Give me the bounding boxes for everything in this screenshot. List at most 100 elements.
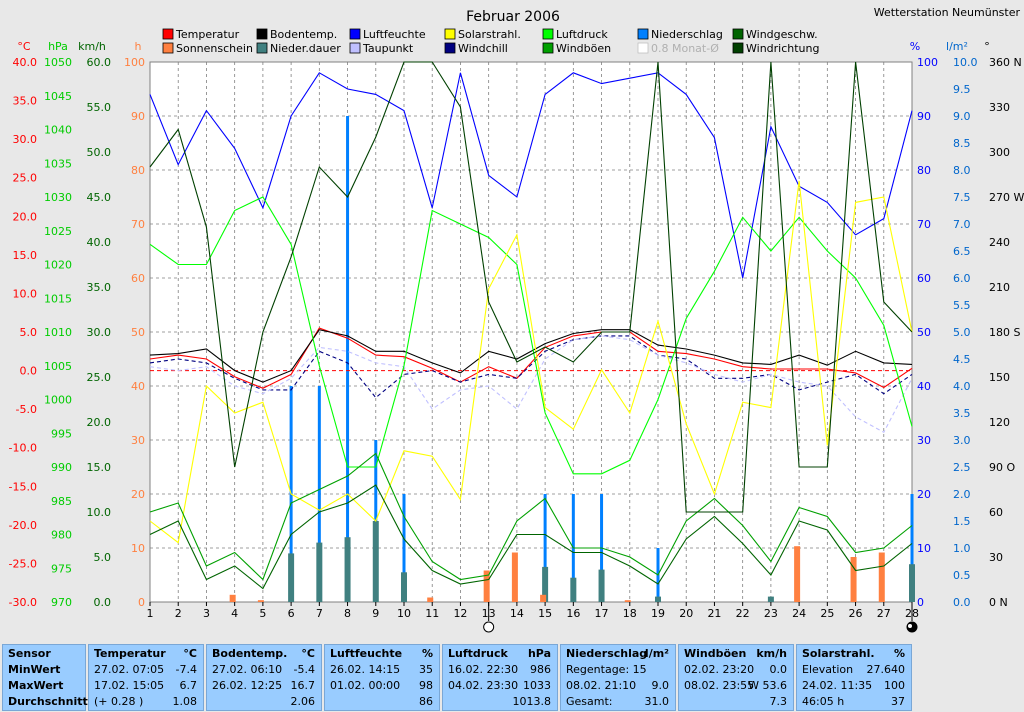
tick-sun: 30	[131, 434, 145, 447]
moon-markers	[483, 602, 918, 633]
series-windgeschw	[149, 484, 913, 590]
tick-rain: 6.5	[953, 245, 971, 258]
tick-direction: 330	[989, 101, 1010, 114]
stats-row: 08.02. 21:10 9.0	[561, 678, 675, 694]
tick-pressure: 1020	[44, 259, 72, 272]
legend-item: Temperatur	[162, 28, 240, 41]
stats-column-sensor: Sensor MinWert MaxWert Durchschnitt	[2, 644, 88, 711]
tick-wind: 5.0	[94, 551, 112, 564]
stats-cell-value: 0.0	[769, 663, 788, 676]
stats-cell-label: 02.02. 23:20	[684, 663, 755, 676]
legend-swatch	[162, 28, 174, 40]
legend-label: Bodentemp.	[270, 28, 337, 41]
stats-cell-label: 08.02. 21:10	[566, 679, 637, 692]
stats-cell-label: 08.02. 23:55	[684, 679, 755, 692]
full-moon-icon	[483, 621, 495, 633]
tick-rain: 1.5	[953, 515, 971, 528]
stats-row: 86	[325, 694, 439, 710]
tick-pressure: 975	[51, 562, 72, 575]
x-tick-label: 7	[316, 607, 323, 620]
legend-item: Solarstrahl.	[444, 28, 521, 41]
x-tick-label: 1	[147, 607, 154, 620]
tick-temp: -20.0	[9, 519, 37, 532]
tick-wind: 25.0	[87, 371, 112, 384]
tick-rain: 0.0	[953, 596, 971, 609]
stats-cell-value: 35	[419, 663, 433, 676]
bar-niederdauer	[288, 553, 295, 602]
tick-wind: 30.0	[87, 326, 112, 339]
weather-chart: Februar 2006 Wetterstation Neumünster Te…	[8, 6, 1024, 633]
stats-row: Regentage: 15	[561, 662, 675, 678]
stats-cell-value: 27.640	[866, 663, 906, 676]
x-tick-label: 21	[707, 607, 721, 620]
x-tick-label: 11	[425, 607, 439, 620]
tick-pressure: 1025	[44, 225, 72, 238]
tick-pressure: 1035	[44, 157, 72, 170]
stats-row: Durchschnitt	[3, 694, 88, 710]
stats-cell-label: 17.02. 15:05	[94, 679, 165, 692]
stats-header: Solarstrahl.%	[797, 646, 911, 662]
series-windchill	[149, 335, 913, 399]
stats-cell-label: Gesamt:	[566, 695, 613, 708]
new-moon-highlight	[908, 624, 912, 628]
tick-wind: 60.0	[87, 56, 112, 69]
tick-pressure: 1040	[44, 124, 72, 137]
tick-pressure: 1010	[44, 326, 72, 339]
stats-cell-label: Luftdruck	[448, 647, 508, 660]
stats-row: 46:05 h 37	[797, 694, 911, 710]
stats-cell-label: 26.02. 14:15	[330, 663, 401, 676]
axis-units: °C hPa km/h h% l/m² °	[17, 40, 989, 53]
tick-pressure: 1005	[44, 360, 72, 373]
bar-sonnenschein	[850, 557, 857, 602]
stats-column-temperatur: Temperatur °C 27.02. 07:05 -7.4 17.02. 15:05…	[88, 644, 204, 711]
legend-swatch	[349, 42, 361, 54]
tick-sun: 70	[131, 218, 145, 231]
x-tick-label: 25	[820, 607, 834, 620]
station-name: Wetterstation Neumünster	[874, 6, 1021, 19]
tick-rain: 8.0	[953, 164, 971, 177]
x-tick-label: 18	[623, 607, 637, 620]
tick-temp: -10.0	[9, 442, 37, 455]
tick-rain: 2.5	[953, 461, 971, 474]
stats-row: Elevation 27.640	[797, 662, 911, 678]
legend-swatch	[444, 42, 456, 54]
tick-rain: 7.0	[953, 218, 971, 231]
tick-direction: 0 N	[989, 596, 1008, 609]
stats-header: Bodentemp. °C	[207, 646, 321, 662]
stats-table: Sensor MinWert MaxWert Durchschnitt Temperat…	[0, 641, 1024, 712]
bar-sonnenschein	[624, 600, 631, 602]
tick-humidity: 20	[917, 488, 931, 501]
bar-niederschlag	[543, 494, 547, 602]
bar-sonnenschein	[483, 570, 490, 602]
tick-pressure: 1050	[44, 56, 72, 69]
stats-column-windben: Windböen km/h 02.02. 23:20 0.0 08.02. 23:55 W…	[678, 644, 794, 711]
x-tick-label: 10	[397, 607, 411, 620]
stats-cell-value: l/m²	[644, 647, 669, 660]
tick-temp: 25.0	[13, 172, 38, 185]
bar-niederschlag	[346, 116, 350, 602]
tick-wind: 20.0	[87, 416, 112, 429]
tick-pressure: 970	[51, 596, 72, 609]
x-tick-label: 26	[849, 607, 863, 620]
x-tick-label: 27	[877, 607, 891, 620]
stats-row: 16.02. 22:30 986	[443, 662, 557, 678]
stats-cell-label: Windböen	[684, 647, 747, 660]
legend-label: Windrichtung	[746, 42, 819, 55]
legend-swatch	[637, 28, 649, 40]
legend-item: Sonnenschein	[162, 42, 253, 55]
stats-cell-value: 37	[891, 695, 905, 708]
tick-temp: 40.0	[13, 56, 38, 69]
bar-sonnenschein	[794, 546, 801, 602]
tick-wind: 15.0	[87, 461, 112, 474]
tick-sun: 40	[131, 380, 145, 393]
stats-row: 26.02. 14:15 35	[325, 662, 439, 678]
chart-title: Februar 2006	[466, 9, 560, 25]
tick-rain: 5.5	[953, 299, 971, 312]
stats-row: 24.02. 11:35 100	[797, 678, 911, 694]
stats-cell-label: 27.02. 06:10	[212, 663, 283, 676]
tick-temp: -25.0	[9, 557, 37, 570]
bar-sonnenschein	[427, 597, 434, 602]
tick-direction: 360 N	[989, 56, 1022, 69]
x-tick-label: 22	[736, 607, 750, 620]
legend-swatch	[444, 28, 456, 40]
